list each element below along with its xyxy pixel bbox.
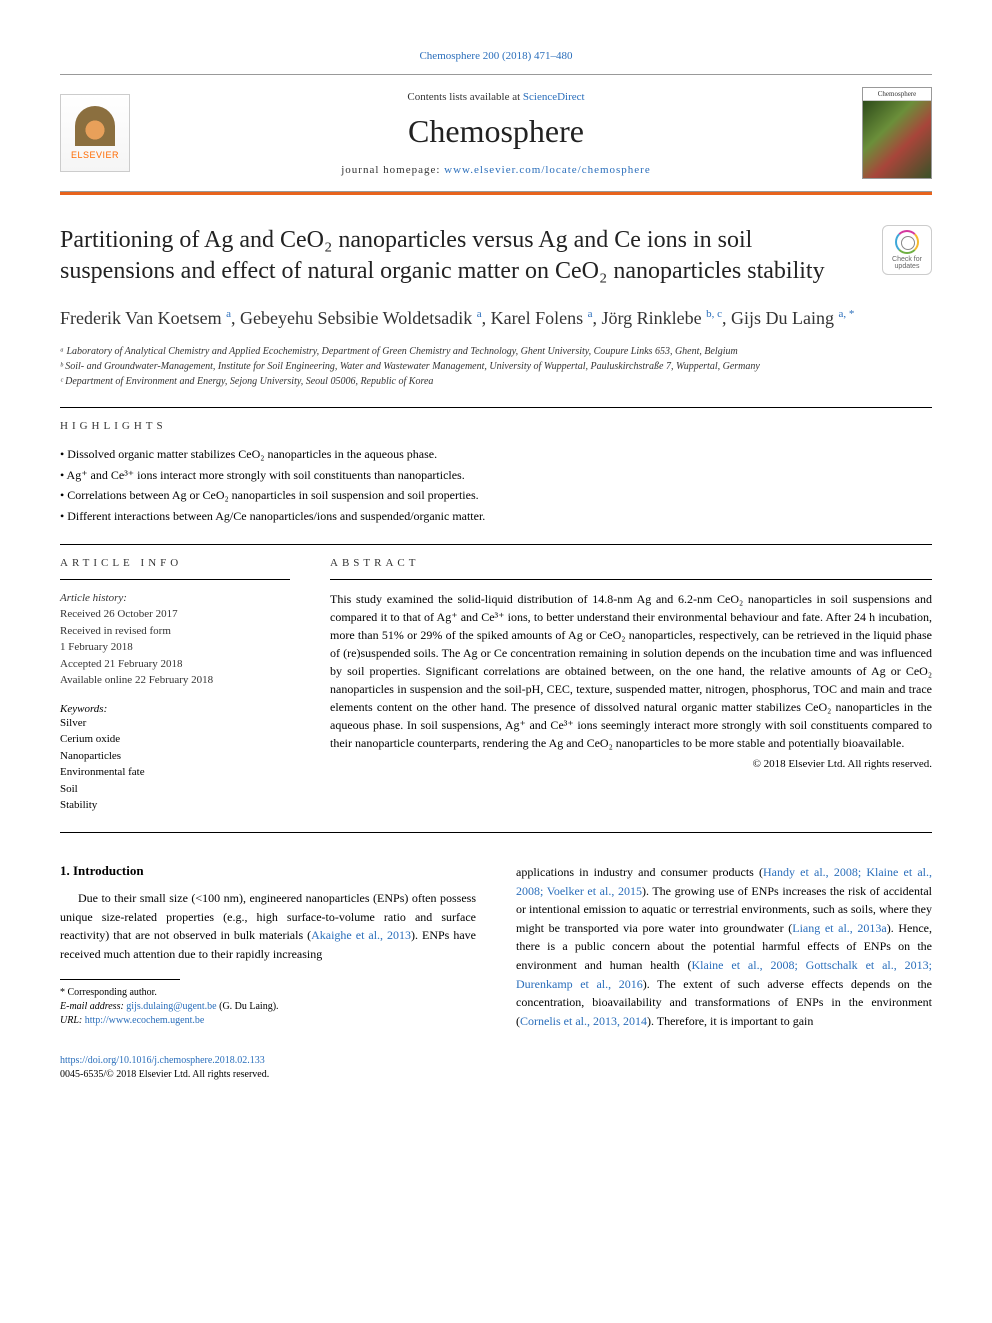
homepage-link[interactable]: www.elsevier.com/locate/chemosphere	[444, 164, 651, 176]
check-updates-badge[interactable]: Check for updates	[882, 225, 932, 275]
journal-header: ELSEVIER Contents lists available at Sci…	[60, 75, 932, 191]
contents-line: Contents lists available at ScienceDirec…	[150, 91, 842, 103]
journal-title: Chemosphere	[150, 113, 842, 150]
keyword: Stability	[60, 797, 290, 814]
article-title: Partitioning of Ag and CeO₂ nanoparticle…	[60, 225, 866, 287]
affiliation: ᵇ Soil- and Groundwater-Management, Inst…	[60, 359, 932, 374]
highlights-label: HIGHLIGHTS	[60, 420, 932, 432]
homepage-prefix: journal homepage:	[341, 164, 444, 176]
citation-link[interactable]: Akaighe et al., 2013	[311, 928, 411, 942]
body-left: Due to their small size (<100 nm), engin…	[60, 889, 476, 963]
keywords-label: Keywords:	[60, 703, 290, 715]
history-line: 1 February 2018	[60, 639, 290, 656]
rule-highlights-top	[60, 407, 932, 408]
keyword: Silver	[60, 715, 290, 732]
highlight-item: • Different interactions between Ag/Ce n…	[60, 506, 932, 526]
article-history: Article history: Received 26 October 201…	[60, 590, 290, 689]
affiliation: ᶜ Department of Environment and Energy, …	[60, 374, 932, 389]
keyword: Soil	[60, 781, 290, 798]
citation-link[interactable]: Handy et al., 2008; Klaine et al., 2008;…	[516, 865, 932, 898]
abstract-text: This study examined the solid-liquid dis…	[330, 590, 932, 752]
citation-link[interactable]: Cornelis et al., 2013, 2014	[520, 1014, 647, 1028]
citation-link[interactable]: Klaine et al., 2008; Gottschalk et al., …	[516, 958, 932, 991]
crossmark-icon	[895, 230, 919, 254]
affiliations: ᵃ Laboratory of Analytical Chemistry and…	[60, 344, 932, 389]
highlights-list: • Dissolved organic matter stabilizes Ce…	[60, 444, 932, 526]
email-label: E-mail address:	[60, 1001, 126, 1012]
history-line: Received 26 October 2017	[60, 606, 290, 623]
copyright: © 2018 Elsevier Ltd. All rights reserved…	[330, 758, 932, 770]
journal-cover: Chemosphere	[862, 87, 932, 179]
history-label: Article history:	[60, 590, 290, 607]
keywords-list: SilverCerium oxideNanoparticlesEnvironme…	[60, 715, 290, 814]
email-paren: (G. Du Laing).	[217, 1001, 279, 1012]
authors: Frederik Van Koetsem a, Gebeyehu Sebsibi…	[60, 305, 932, 332]
keyword: Nanoparticles	[60, 748, 290, 765]
body-right: applications in industry and consumer pr…	[516, 863, 932, 1030]
url-label: URL:	[60, 1015, 85, 1026]
highlight-item: • Dissolved organic matter stabilizes Ce…	[60, 444, 932, 464]
issn-line: 0045-6535/© 2018 Elsevier Ltd. All right…	[60, 1069, 269, 1080]
cover-image	[863, 101, 931, 178]
rule-abstract	[330, 579, 932, 580]
section-1-heading: 1. Introduction	[60, 863, 476, 879]
affiliation: ᵃ Laboratory of Analytical Chemistry and…	[60, 344, 932, 359]
doi-link[interactable]: https://doi.org/10.1016/j.chemosphere.20…	[60, 1055, 265, 1066]
orange-rule	[60, 192, 932, 195]
footnote-rule	[60, 979, 180, 980]
history-line: Received in revised form	[60, 623, 290, 640]
abstract-label: ABSTRACT	[330, 557, 932, 569]
url-link[interactable]: http://www.ecochem.ugent.be	[85, 1015, 205, 1026]
homepage-line: journal homepage: www.elsevier.com/locat…	[150, 164, 842, 176]
rule-body-top	[60, 832, 932, 833]
contents-prefix: Contents lists available at	[407, 91, 522, 103]
history-line: Available online 22 February 2018	[60, 672, 290, 689]
sciencedirect-link[interactable]: ScienceDirect	[523, 91, 585, 103]
keyword: Cerium oxide	[60, 731, 290, 748]
article-info-label: ARTICLE INFO	[60, 557, 290, 569]
email-link[interactable]: gijs.dulaing@ugent.be	[126, 1001, 216, 1012]
highlight-item: • Correlations between Ag or CeO₂ nanopa…	[60, 485, 932, 505]
elsevier-tree-icon	[75, 106, 115, 146]
footnote-block: * Corresponding author. E-mail address: …	[60, 986, 476, 1028]
highlight-item: • Ag⁺ and Ce³⁺ ions interact more strong…	[60, 465, 932, 485]
history-line: Accepted 21 February 2018	[60, 656, 290, 673]
citation-link[interactable]: Liang et al., 2013a	[792, 921, 887, 935]
elsevier-logo: ELSEVIER	[60, 94, 130, 172]
rule-info	[60, 579, 290, 580]
top-citation: Chemosphere 200 (2018) 471–480	[60, 50, 932, 62]
footer: https://doi.org/10.1016/j.chemosphere.20…	[60, 1054, 932, 1082]
corresponding-note: * Corresponding author.	[60, 986, 476, 1000]
rule-highlights-bottom	[60, 544, 932, 545]
check-updates-label: Check for updates	[883, 256, 931, 270]
elsevier-text: ELSEVIER	[71, 150, 119, 160]
keyword: Environmental fate	[60, 764, 290, 781]
cover-label: Chemosphere	[863, 88, 931, 101]
